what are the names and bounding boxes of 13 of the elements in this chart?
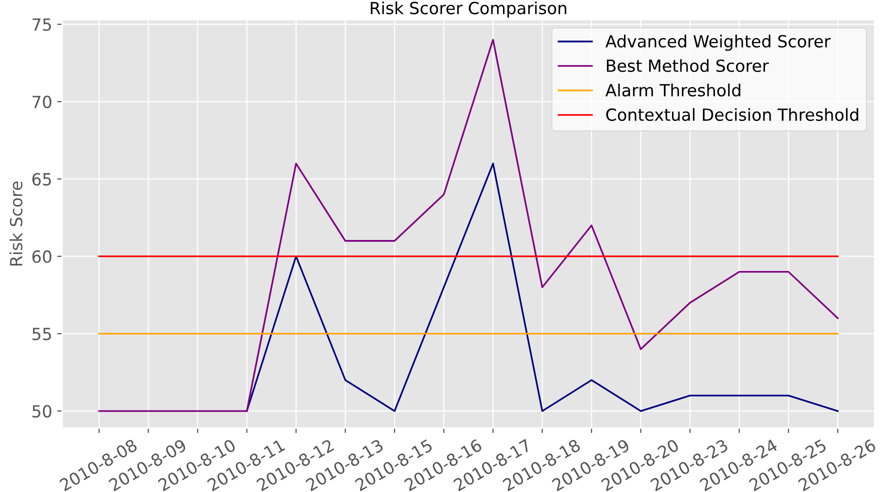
- y-tick-label: 65: [32, 172, 51, 186]
- legend-label: Advanced Weighted Scorer: [605, 34, 831, 51]
- y-tick-label: 60: [32, 250, 52, 263]
- y-tick-label: 75: [32, 18, 51, 31]
- legend-label: Alarm Threshold: [605, 84, 740, 97]
- legend-label: Contextual Decision Threshold: [606, 108, 858, 121]
- y-tick-label: 70: [32, 96, 52, 108]
- y-axis-title: Risk Score: [10, 181, 22, 266]
- y-tick-label: 50: [32, 404, 52, 418]
- chart-title: Risk Scorer Comparison: [370, 1, 566, 18]
- legend-label: Best Method Scorer: [606, 59, 769, 72]
- y-tick-label: 55: [32, 328, 51, 340]
- line-series: [246, 162, 839, 412]
